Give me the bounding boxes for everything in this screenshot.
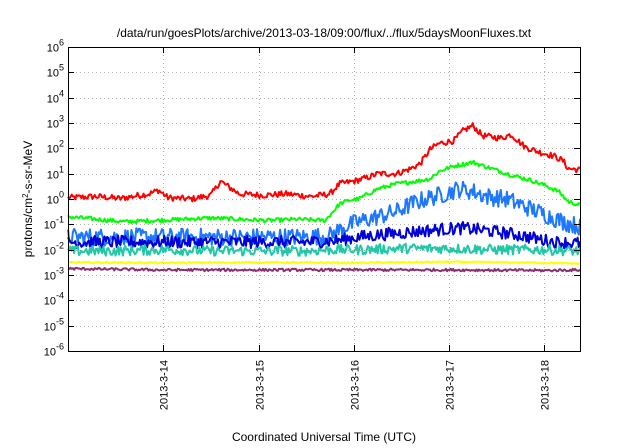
y-axis-label-sup: 2 bbox=[21, 193, 30, 198]
y-tick-exponent: -5 bbox=[56, 317, 64, 327]
y-tick-base: 10 bbox=[44, 220, 56, 232]
x-tick-label: 2013-3-18 bbox=[540, 360, 552, 410]
x-axis: 2013-3-14 2013-3-15 2013-3-16 2013-3-17 2013… bbox=[159, 47, 552, 410]
y-tick-base: 10 bbox=[47, 170, 59, 182]
y-tick-base: 10 bbox=[44, 322, 56, 334]
y-axis: 10-610-510-410-310-210-11001011021031041… bbox=[44, 38, 580, 359]
series-line bbox=[67, 260, 581, 266]
y-tick-base: 10 bbox=[44, 246, 56, 258]
y-tick-base: 10 bbox=[44, 347, 56, 359]
x-tick-label: 2013-3-14 bbox=[159, 360, 171, 410]
plot-series bbox=[67, 122, 581, 273]
y-tick-label: 101 bbox=[47, 165, 64, 182]
y-tick-base: 10 bbox=[47, 195, 59, 207]
y-axis-label: protons/cm2-s-sr-MeV bbox=[21, 141, 36, 257]
y-tick-label: 10-1 bbox=[44, 215, 64, 232]
y-tick-label: 10-4 bbox=[44, 291, 64, 308]
y-tick-exponent: 4 bbox=[59, 89, 64, 99]
y-tick-exponent: 5 bbox=[59, 63, 64, 73]
y-tick-label: 103 bbox=[47, 114, 64, 131]
y-tick-label: 100 bbox=[47, 190, 64, 207]
x-tick-label: 2013-3-15 bbox=[255, 360, 267, 410]
y-tick-label: 105 bbox=[47, 63, 64, 80]
series-line bbox=[67, 266, 581, 273]
y-tick-exponent: -6 bbox=[56, 342, 64, 352]
y-tick-label: 102 bbox=[47, 139, 64, 156]
y-tick-exponent: -1 bbox=[56, 215, 64, 225]
x-tick-label: 2013-3-16 bbox=[350, 360, 362, 410]
x-tick-label: 2013-3-17 bbox=[445, 360, 457, 410]
y-axis-label-unit: -s-sr-MeV bbox=[21, 141, 35, 194]
y-tick-base: 10 bbox=[44, 271, 56, 283]
y-tick-exponent: -4 bbox=[56, 291, 64, 301]
y-tick-exponent: 0 bbox=[59, 190, 64, 200]
y-tick-label: 106 bbox=[47, 38, 64, 55]
series-line bbox=[67, 122, 581, 203]
y-tick-base: 10 bbox=[47, 144, 59, 156]
y-axis-label-main: protons/cm bbox=[21, 198, 35, 257]
y-tick-base: 10 bbox=[47, 43, 59, 55]
x-axis-label: Coordinated Universal Time (UTC) bbox=[232, 430, 416, 444]
y-tick-exponent: 6 bbox=[59, 38, 64, 48]
y-tick-exponent: -3 bbox=[56, 266, 64, 276]
chart-title: /data/run/goesPlots/archive/2013-03-18/0… bbox=[117, 26, 532, 40]
y-tick-exponent: 2 bbox=[59, 139, 64, 149]
y-tick-base: 10 bbox=[47, 119, 59, 131]
y-tick-exponent: -2 bbox=[56, 241, 64, 251]
y-tick-label: 10-2 bbox=[44, 241, 64, 258]
series-line bbox=[67, 221, 581, 250]
y-tick-base: 10 bbox=[47, 94, 59, 106]
y-tick-label: 104 bbox=[47, 89, 64, 106]
series-line bbox=[67, 242, 581, 257]
y-tick-exponent: 3 bbox=[59, 114, 64, 124]
y-tick-label: 10-6 bbox=[44, 342, 64, 359]
y-tick-label: 10-5 bbox=[44, 317, 64, 334]
y-tick-exponent: 1 bbox=[59, 165, 64, 175]
y-tick-base: 10 bbox=[44, 296, 56, 308]
y-tick-label: 10-3 bbox=[44, 266, 64, 283]
series-line bbox=[67, 160, 581, 225]
y-tick-base: 10 bbox=[47, 68, 59, 80]
